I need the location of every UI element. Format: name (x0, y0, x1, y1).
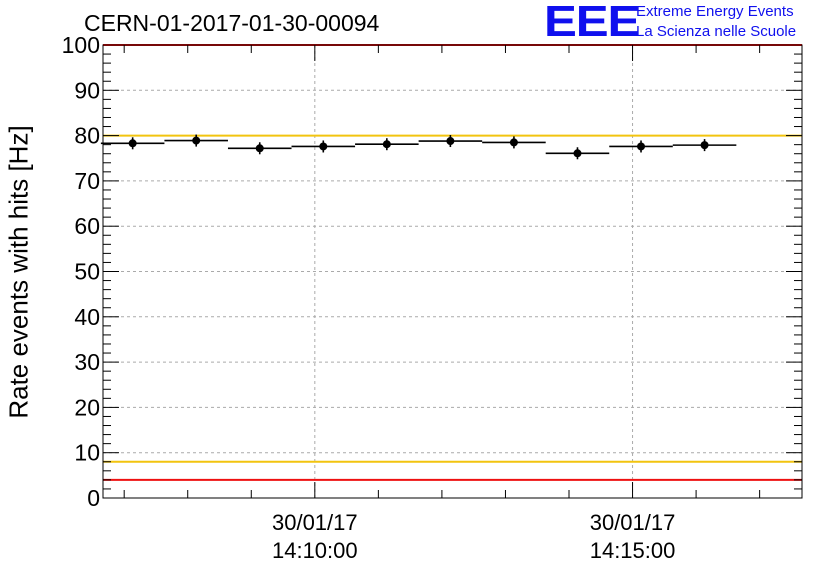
data-point (319, 142, 328, 151)
data-point (128, 139, 137, 148)
eee-logo: EEE Extreme Energy Events La Scienza nel… (544, 0, 834, 46)
x-tick-label-date: 30/01/17 (272, 510, 358, 535)
data-points (100, 134, 737, 160)
axis-ticks (103, 44, 802, 499)
logo-line-1: Extreme Energy Events (636, 3, 794, 20)
y-tick-label: 0 (87, 485, 100, 511)
y-tick-label: 70 (74, 168, 100, 194)
x-tick-label-date: 30/01/17 (590, 510, 676, 535)
y-tick-label: 60 (74, 213, 100, 239)
data-point (637, 142, 646, 151)
run-title: CERN-01-2017-01-30-00094 (84, 10, 380, 36)
y-tick-label: 90 (74, 77, 100, 103)
data-point (382, 140, 391, 149)
data-point (700, 141, 709, 150)
data-point (192, 136, 201, 145)
logo-mark: EEE (544, 0, 640, 46)
data-point (446, 137, 455, 146)
x-tick-label-time: 14:10:00 (272, 538, 358, 563)
y-tick-labels: 0 10 20 30 40 50 60 70 80 90 100 (62, 32, 100, 511)
y-tick-label: 30 (74, 349, 100, 375)
y-tick-label: 10 (74, 440, 100, 466)
y-tick-label: 100 (62, 32, 100, 58)
data-point (509, 138, 518, 147)
logo-line-2: La Scienza nelle Scuole (636, 23, 797, 40)
data-point (255, 144, 264, 153)
y-tick-label: 50 (74, 259, 100, 285)
y-tick-label: 80 (74, 123, 100, 149)
y-tick-label: 20 (74, 394, 100, 420)
x-tick-label-time: 14:15:00 (590, 538, 676, 563)
y-tick-label: 40 (74, 304, 100, 330)
reference-lines (103, 44, 802, 481)
data-point (573, 149, 582, 158)
x-tick-labels: 30/01/17 14:10:00 30/01/17 14:15:00 (272, 510, 675, 563)
grid (103, 45, 802, 498)
